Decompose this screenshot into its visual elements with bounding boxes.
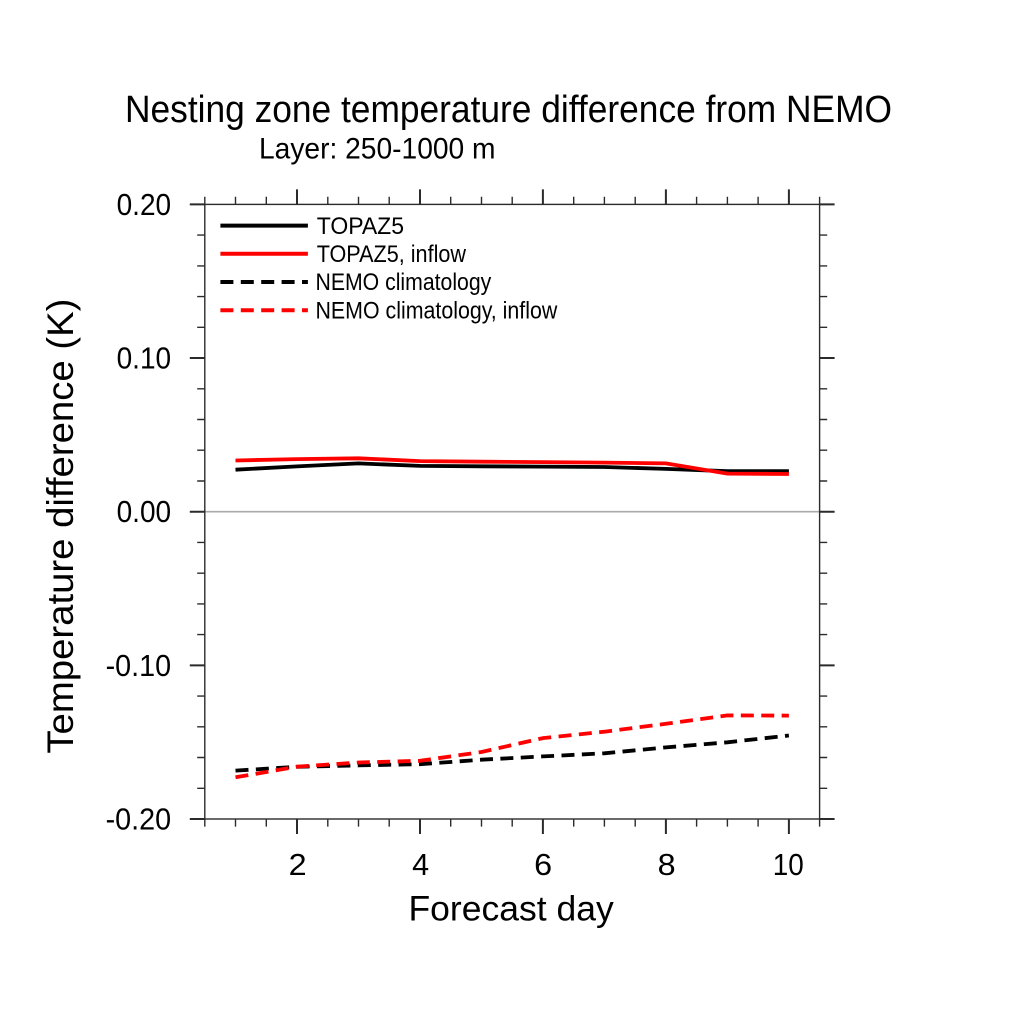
svg-text:TOPAZ5, inflow: TOPAZ5, inflow	[317, 242, 467, 268]
svg-text:Layer: 250-1000 m: Layer: 250-1000 m	[259, 133, 496, 166]
svg-text:NEMO climatology, inflow: NEMO climatology, inflow	[316, 298, 559, 324]
svg-text:-0.20: -0.20	[106, 803, 172, 836]
svg-text:0.00: 0.00	[117, 496, 172, 529]
svg-text:-0.10: -0.10	[106, 650, 172, 683]
svg-text:Forecast day: Forecast day	[409, 889, 614, 929]
svg-text:2: 2	[289, 849, 307, 882]
svg-text:0.20: 0.20	[117, 189, 172, 222]
svg-text:0.10: 0.10	[117, 343, 172, 376]
svg-text:8: 8	[658, 849, 676, 882]
svg-text:Temperature difference (K): Temperature difference (K)	[40, 299, 81, 754]
svg-text:4: 4	[412, 849, 429, 882]
svg-text:10: 10	[773, 849, 804, 882]
svg-text:6: 6	[534, 849, 552, 882]
svg-text:TOPAZ5: TOPAZ5	[317, 214, 404, 240]
svg-text:Nesting zone temperature diffe: Nesting zone temperature difference from…	[125, 89, 892, 131]
svg-text:NEMO climatology: NEMO climatology	[316, 270, 492, 296]
